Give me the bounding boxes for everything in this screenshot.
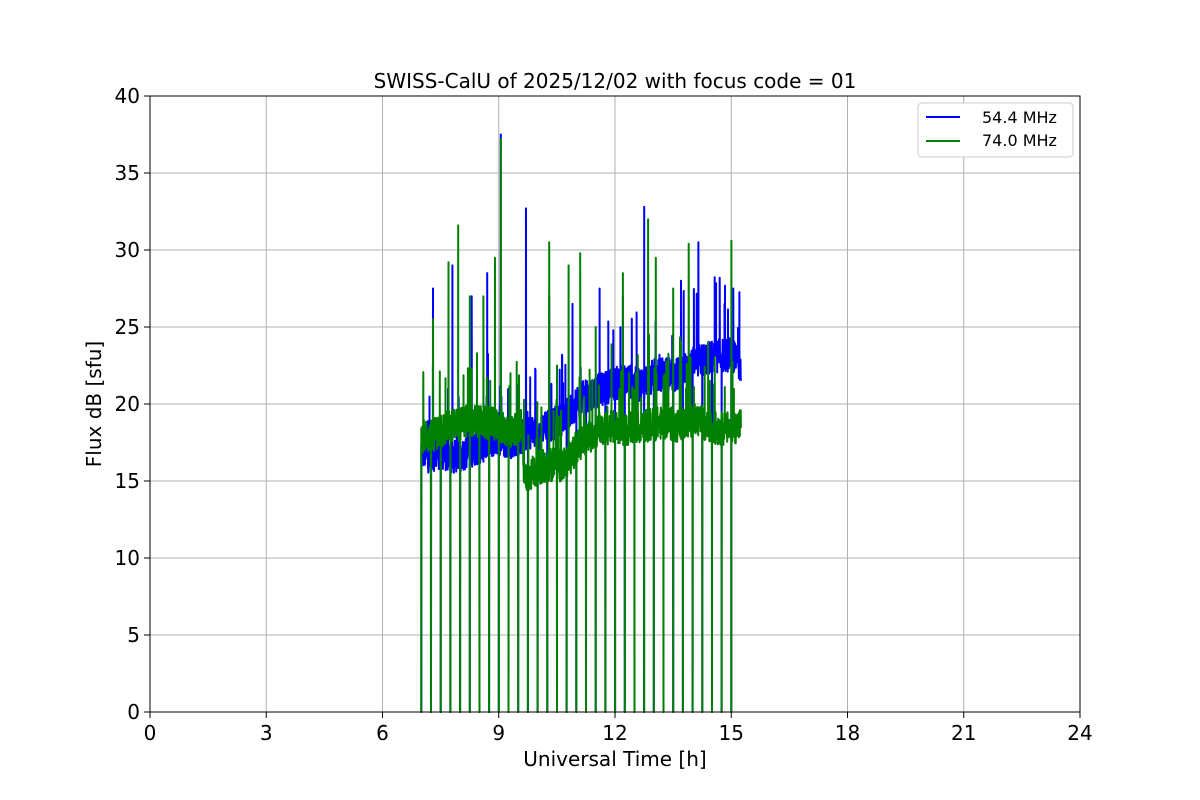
y-tick-label: 0	[127, 700, 140, 724]
x-tick-label: 3	[260, 721, 273, 745]
y-axis-label: Flux dB [sfu]	[82, 341, 106, 467]
legend: 54.4 MHz 74.0 MHz	[917, 102, 1074, 158]
x-tick-label: 9	[492, 721, 505, 745]
y-tick-label: 10	[115, 546, 140, 570]
y-tick-label: 40	[115, 84, 140, 108]
x-tick-label: 15	[719, 721, 744, 745]
x-tick-label: 6	[376, 721, 389, 745]
x-tick-label: 12	[602, 721, 627, 745]
y-tick-label: 5	[127, 623, 140, 647]
x-tick-label: 18	[835, 721, 860, 745]
y-tick-label: 30	[115, 238, 140, 262]
x-axis-label: Universal Time [h]	[523, 747, 706, 771]
legend-label-54-4: 54.4 MHz	[982, 108, 1057, 127]
y-tick-label: 20	[115, 392, 140, 416]
x-tick-label: 0	[144, 721, 157, 745]
y-tick-label: 15	[115, 469, 140, 493]
series-line-74-0-mhz	[420, 138, 742, 713]
y-tick-label: 25	[115, 315, 140, 339]
x-tick-label: 21	[951, 721, 976, 745]
legend-label-74-0: 74.0 MHz	[982, 131, 1057, 150]
x-tick-label: 24	[1067, 721, 1092, 745]
y-tick-label: 35	[115, 161, 140, 185]
chart-title: SWISS-CalU of 2025/12/02 with focus code…	[374, 69, 857, 93]
axis-ticks: 0 3 6 9 12 15 18 21 24 0 5 10 15 20 25 30 35 40	[115, 84, 1093, 745]
plot-area	[420, 133, 742, 713]
